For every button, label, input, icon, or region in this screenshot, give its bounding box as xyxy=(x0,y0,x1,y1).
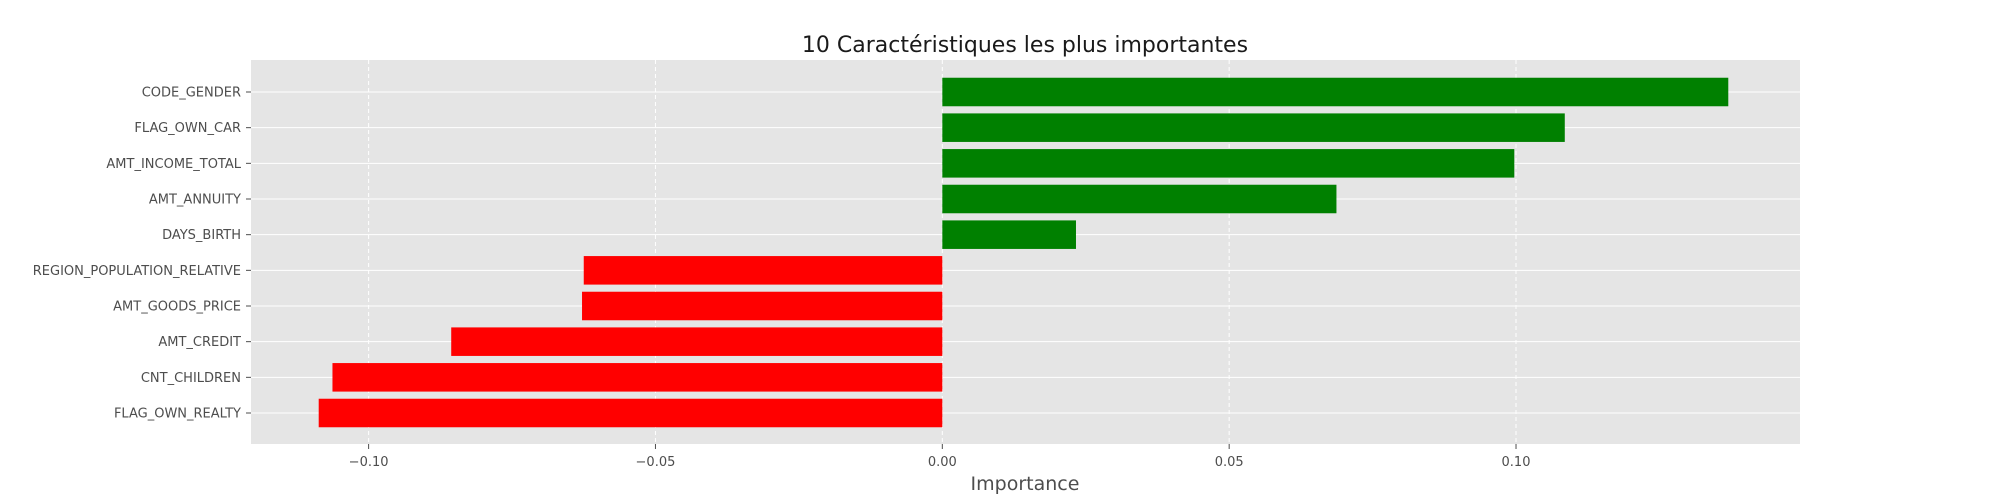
y-tick-label: AMT_GOODS_PRICE xyxy=(113,300,241,315)
bar-cnt-children xyxy=(332,363,943,392)
y-tick-label: AMT_ANNUITY xyxy=(149,193,241,208)
y-tick-label: CNT_CHILDREN xyxy=(141,371,241,386)
y-tick-label: AMT_CREDIT xyxy=(158,335,241,350)
chart-title: 10 Caractéristiques les plus importantes xyxy=(802,33,1248,58)
bar-amt-goods-price xyxy=(582,291,943,321)
y-tick-label: FLAG_OWN_REALTY xyxy=(114,407,241,422)
x-tick-label: 0.10 xyxy=(1502,455,1531,470)
x-tick-label: 0.05 xyxy=(1215,455,1244,470)
bar-amt-income-total xyxy=(942,149,1515,178)
bar-days-birth xyxy=(942,220,1076,249)
y-tick-label: CODE_GENDER xyxy=(142,86,241,101)
y-tick-label: AMT_INCOME_TOTAL xyxy=(106,157,241,172)
x-axis-label: Importance xyxy=(971,473,1080,495)
x-tick-labels: −0.10 −0.05 0.00 0.05 0.10 xyxy=(349,444,1531,470)
bar-code-gender xyxy=(942,77,1729,107)
y-tick-label: DAYS_BIRTH xyxy=(162,228,241,243)
y-tick-labels: CODE_GENDER FLAG_OWN_CAR AMT_INCOME_TOTAL A… xyxy=(33,86,251,422)
bar-flag-own-car xyxy=(942,113,1565,142)
x-tick-label: −0.10 xyxy=(349,455,389,470)
x-tick-label: −0.05 xyxy=(636,455,676,470)
bars xyxy=(318,77,1729,428)
y-tick-label: FLAG_OWN_CAR xyxy=(134,121,241,136)
bar-amt-annuity xyxy=(942,184,1337,214)
x-tick-label: 0.00 xyxy=(928,455,957,470)
y-tick-label: REGION_POPULATION_RELATIVE xyxy=(33,264,241,279)
bar-amt-credit xyxy=(451,327,943,356)
bar-flag-own-realty xyxy=(318,398,943,428)
bar-region-population-relative xyxy=(583,256,943,285)
